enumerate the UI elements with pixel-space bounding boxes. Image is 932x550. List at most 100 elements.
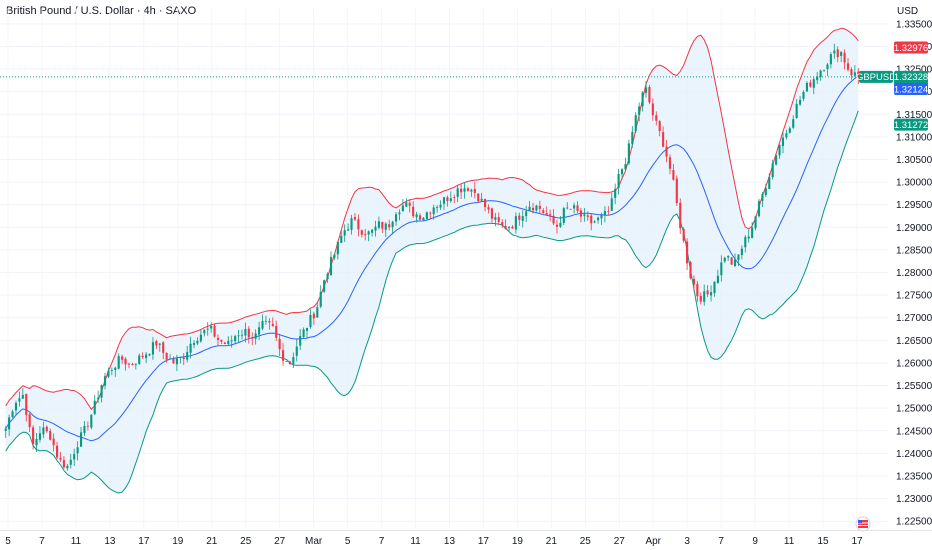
candle[interactable] [203, 329, 206, 337]
candle[interactable] [624, 157, 627, 171]
candle[interactable] [196, 337, 199, 346]
candle[interactable] [518, 212, 521, 226]
candle[interactable] [340, 229, 343, 244]
candle[interactable] [453, 194, 456, 204]
candle[interactable] [114, 366, 117, 377]
candle[interactable] [549, 209, 552, 222]
candle[interactable] [463, 182, 466, 199]
candle[interactable] [590, 213, 593, 231]
candle[interactable] [477, 193, 480, 203]
candle[interactable] [775, 153, 778, 166]
candle[interactable] [384, 222, 387, 238]
candle[interactable] [723, 256, 726, 264]
candle[interactable] [771, 159, 774, 180]
candle[interactable] [511, 225, 514, 229]
candle[interactable] [846, 58, 850, 72]
candle[interactable] [323, 279, 326, 293]
candle[interactable] [192, 340, 196, 349]
candle[interactable] [764, 183, 767, 197]
candle[interactable] [470, 188, 473, 197]
candle[interactable] [644, 81, 648, 98]
candle[interactable] [401, 199, 404, 212]
candle[interactable] [151, 337, 155, 360]
candle[interactable] [305, 327, 309, 338]
candle[interactable] [377, 216, 380, 230]
candle[interactable] [103, 372, 107, 390]
candle[interactable] [213, 324, 216, 338]
candle[interactable] [542, 208, 545, 214]
candle[interactable] [528, 200, 531, 212]
candle[interactable] [538, 200, 541, 214]
candle[interactable] [665, 139, 668, 163]
candle[interactable] [206, 322, 209, 336]
candle[interactable] [781, 132, 785, 154]
candle[interactable] [210, 322, 213, 333]
candle[interactable] [744, 234, 747, 253]
candle[interactable] [179, 356, 182, 364]
candle[interactable] [254, 329, 257, 345]
candle[interactable] [319, 285, 322, 309]
candle[interactable] [514, 212, 517, 234]
candle[interactable] [703, 284, 706, 306]
candle[interactable] [391, 220, 394, 235]
candle[interactable] [573, 202, 576, 214]
candle[interactable] [672, 164, 675, 181]
candle[interactable] [350, 214, 353, 235]
candle[interactable] [381, 221, 384, 233]
candle[interactable] [446, 195, 449, 207]
candle[interactable] [788, 126, 791, 134]
candle[interactable] [754, 215, 757, 231]
candle[interactable] [38, 426, 42, 443]
candle[interactable] [240, 329, 244, 340]
candle[interactable] [93, 395, 96, 416]
candle[interactable] [857, 68, 860, 84]
candle[interactable] [795, 99, 798, 119]
candle[interactable] [223, 341, 226, 345]
candle[interactable] [110, 367, 113, 376]
candle[interactable] [597, 216, 600, 224]
candle[interactable] [175, 354, 178, 371]
candle[interactable] [353, 213, 357, 222]
candle[interactable] [501, 218, 504, 228]
candle[interactable] [364, 228, 367, 241]
candle[interactable] [333, 253, 336, 261]
candle[interactable] [220, 339, 223, 345]
candle[interactable] [641, 91, 644, 112]
candle[interactable] [158, 343, 161, 352]
candle[interactable] [768, 173, 771, 190]
candle[interactable] [97, 390, 100, 403]
candle[interactable] [59, 451, 62, 463]
candle[interactable] [145, 351, 148, 364]
candle[interactable] [418, 213, 422, 221]
currency-label[interactable]: USD [897, 6, 919, 17]
candle[interactable] [422, 216, 425, 221]
candle[interactable] [162, 341, 165, 360]
candle[interactable] [360, 229, 363, 238]
candle[interactable] [436, 205, 439, 213]
candle[interactable] [189, 336, 192, 359]
candle[interactable] [634, 112, 637, 133]
candle[interactable] [850, 67, 853, 80]
candle[interactable] [487, 204, 490, 214]
candle[interactable] [131, 362, 134, 366]
candle[interactable] [52, 433, 55, 452]
candle[interactable] [264, 315, 267, 325]
candle[interactable] [374, 220, 377, 237]
candle[interactable] [169, 354, 172, 360]
candle[interactable] [460, 184, 463, 200]
candle[interactable] [757, 198, 761, 218]
candle[interactable] [186, 345, 189, 363]
candle[interactable] [655, 111, 658, 126]
candle[interactable] [566, 202, 569, 210]
candle[interactable] [507, 225, 511, 232]
candle[interactable] [799, 95, 802, 106]
candle[interactable] [692, 275, 695, 292]
candle[interactable] [785, 129, 788, 140]
candle[interactable] [737, 254, 740, 267]
candle[interactable] [367, 230, 370, 242]
candle[interactable] [525, 205, 528, 222]
candle[interactable] [357, 214, 360, 237]
candle[interactable] [83, 420, 86, 436]
candle[interactable] [497, 212, 500, 226]
